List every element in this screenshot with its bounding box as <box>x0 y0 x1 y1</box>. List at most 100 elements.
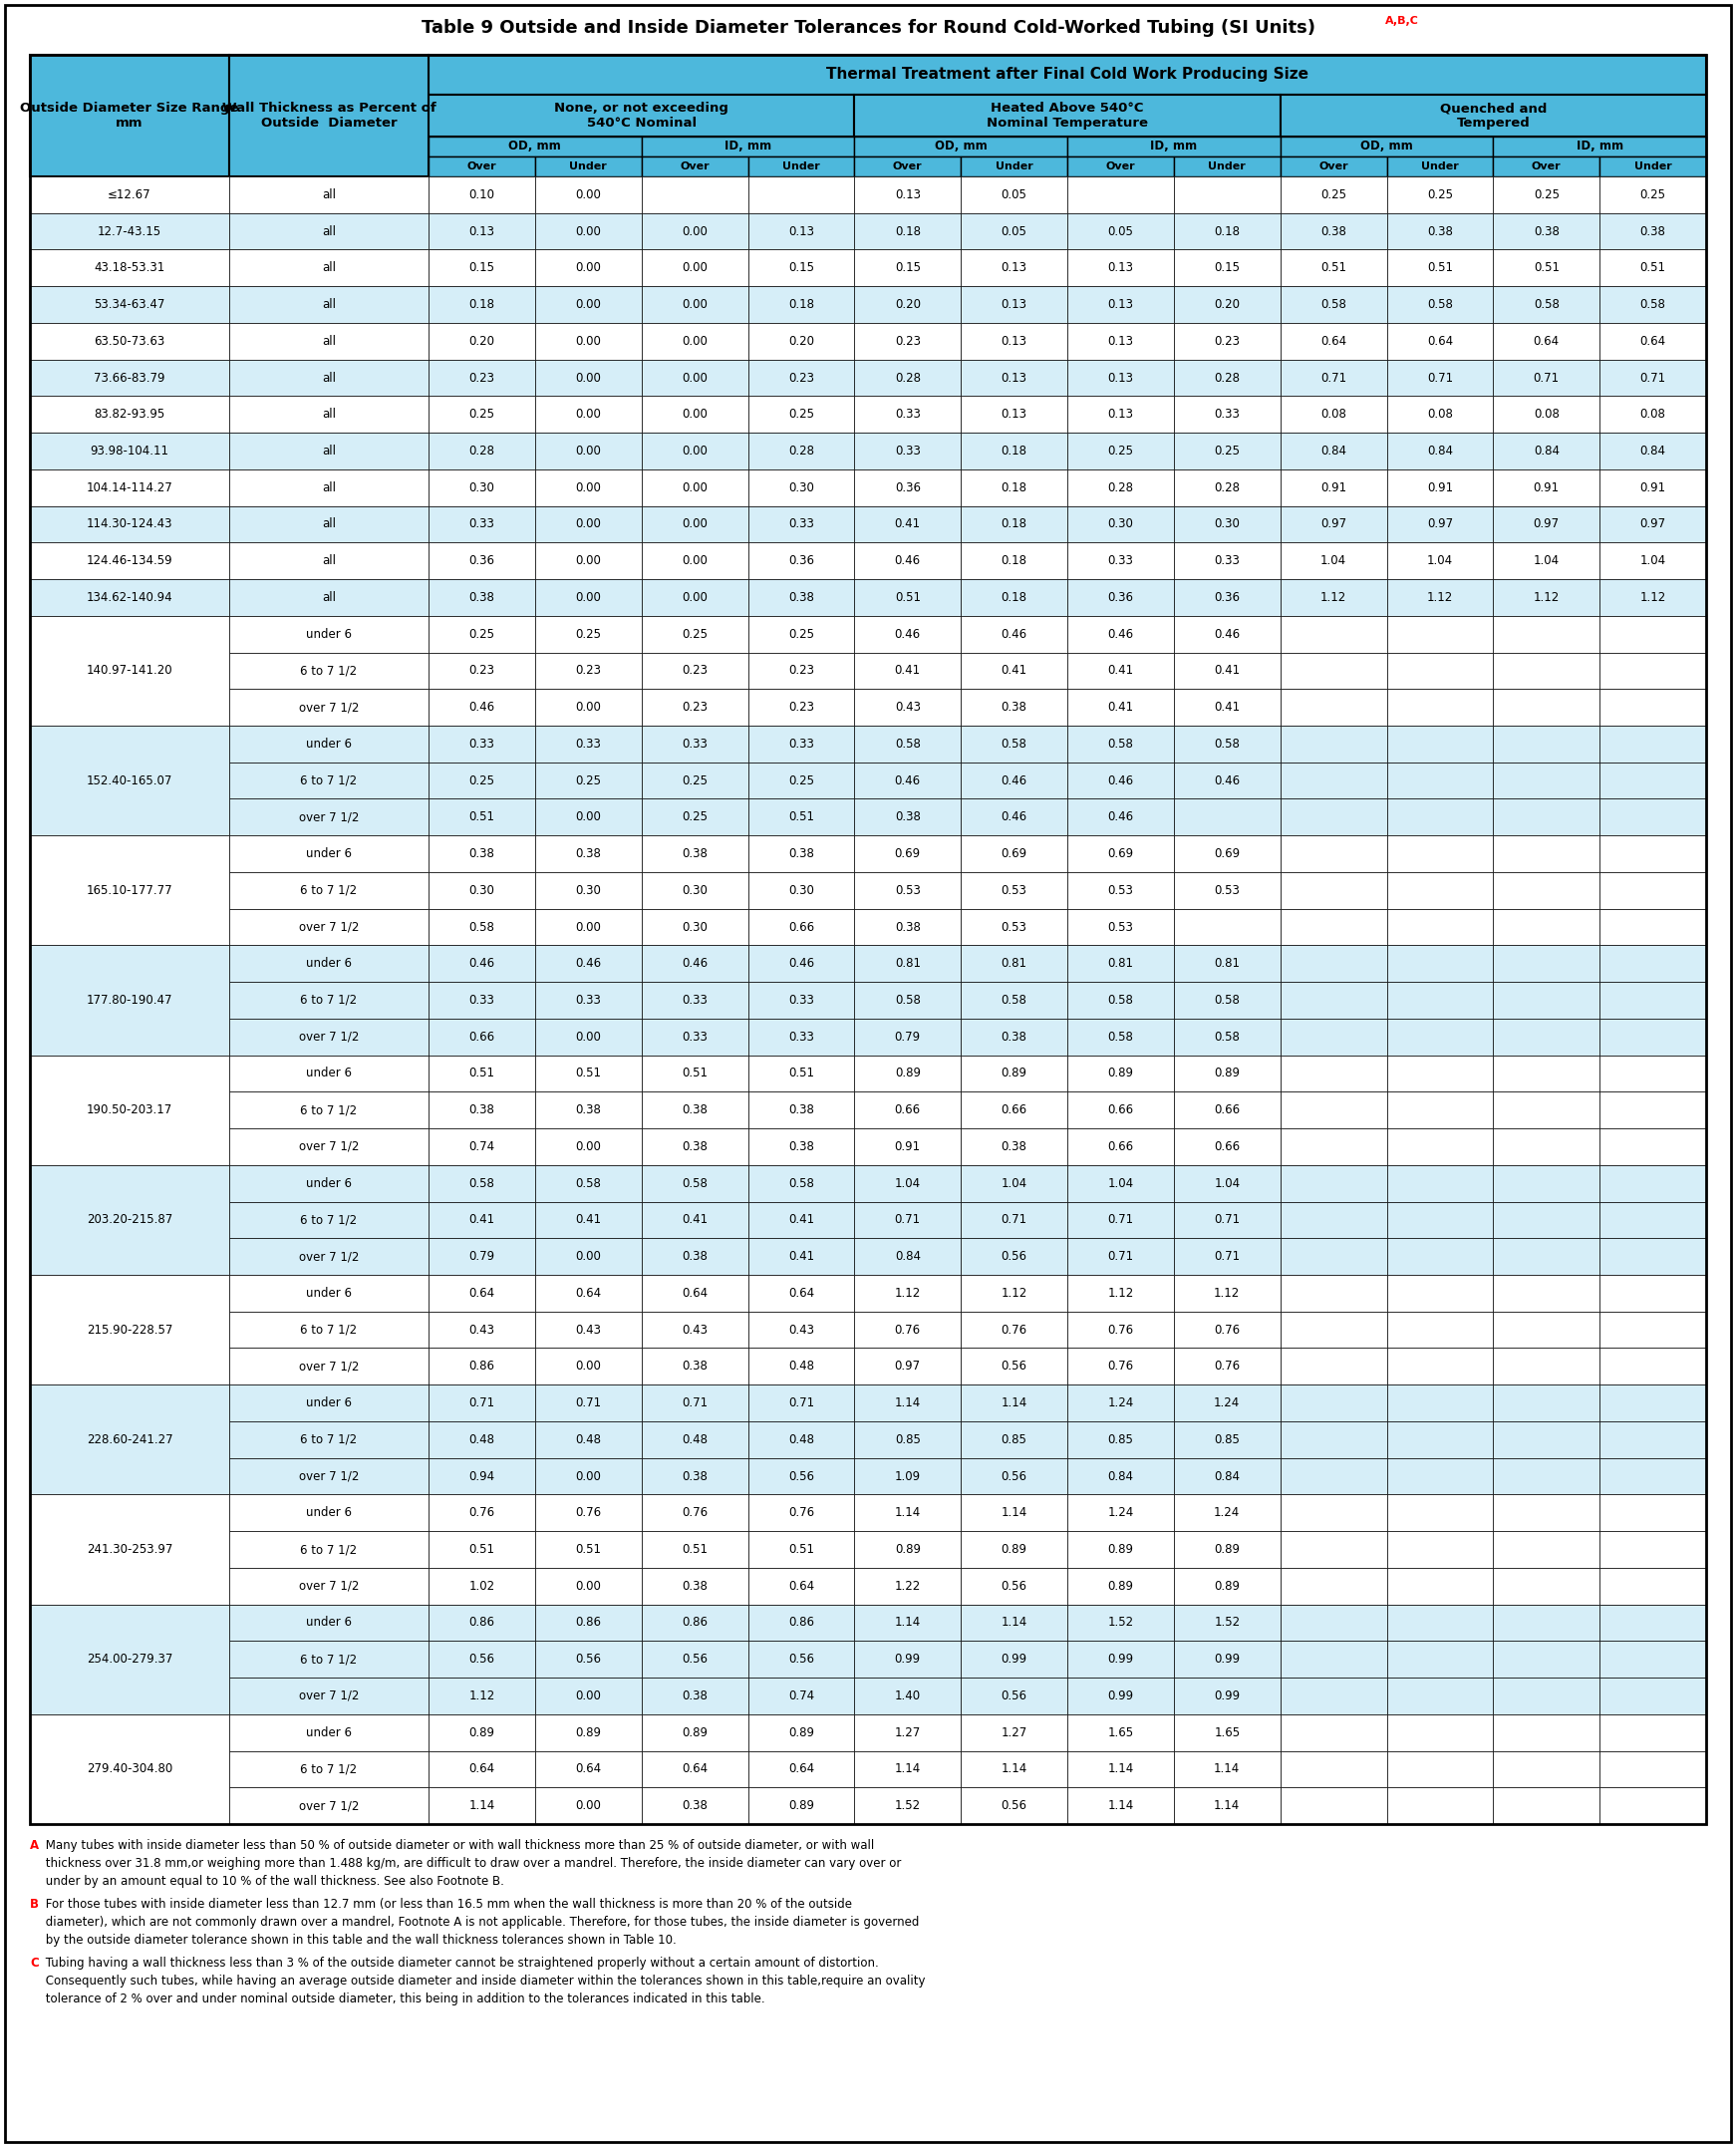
Bar <box>1493 1421 1599 1458</box>
Text: 0.41: 0.41 <box>894 663 920 676</box>
Bar <box>1174 1093 1279 1129</box>
Bar <box>1493 1604 1599 1640</box>
Text: 0.38: 0.38 <box>682 1690 708 1703</box>
Bar <box>1387 507 1493 543</box>
Bar <box>429 1348 535 1385</box>
Text: 0.33: 0.33 <box>788 994 814 1007</box>
Text: 0.33: 0.33 <box>575 736 601 751</box>
Text: 0.64: 0.64 <box>1321 335 1347 348</box>
Bar <box>1279 872 1387 908</box>
Text: 0.46: 0.46 <box>1213 627 1240 640</box>
Bar <box>748 799 854 835</box>
Text: all: all <box>321 189 335 202</box>
Bar <box>1174 1312 1279 1348</box>
Text: Under: Under <box>1208 161 1246 172</box>
Text: B: B <box>30 1898 38 1911</box>
Text: 0.46: 0.46 <box>1002 812 1028 824</box>
Bar <box>1493 726 1599 762</box>
Bar <box>229 580 429 616</box>
Bar <box>1599 1275 1706 1312</box>
Bar <box>1387 1640 1493 1677</box>
Bar <box>1493 1093 1599 1129</box>
Bar <box>1599 835 1706 872</box>
Text: all: all <box>321 225 335 238</box>
Bar <box>748 1677 854 1713</box>
Text: 0.71: 0.71 <box>1108 1213 1134 1226</box>
Bar <box>1279 1458 1387 1494</box>
Bar <box>960 157 1068 176</box>
Bar <box>535 1713 641 1750</box>
Text: 0.64: 0.64 <box>682 1763 708 1776</box>
Bar <box>1174 1202 1279 1239</box>
Bar <box>1493 359 1599 395</box>
Bar <box>1174 945 1279 981</box>
Bar <box>1493 507 1599 543</box>
Text: 0.76: 0.76 <box>1213 1323 1240 1335</box>
Text: 0.36: 0.36 <box>788 554 814 567</box>
Text: 0.18: 0.18 <box>1002 590 1028 603</box>
Text: 1.04: 1.04 <box>1533 554 1559 567</box>
Bar <box>429 322 535 359</box>
Text: 1.02: 1.02 <box>469 1580 495 1593</box>
Text: 0.28: 0.28 <box>469 444 495 457</box>
Bar <box>1174 286 1279 322</box>
Bar <box>748 470 854 507</box>
Text: 0.89: 0.89 <box>1002 1544 1028 1557</box>
Text: Outside Diameter Size Range
mm: Outside Diameter Size Range mm <box>21 101 240 129</box>
Text: 0.85: 0.85 <box>894 1434 920 1447</box>
Text: 254.00-279.37: 254.00-279.37 <box>87 1653 172 1666</box>
Text: 134.62-140.94: 134.62-140.94 <box>87 590 172 603</box>
Bar <box>1174 799 1279 835</box>
Bar <box>748 434 854 470</box>
Text: 0.89: 0.89 <box>894 1544 920 1557</box>
Bar <box>429 799 535 835</box>
Bar <box>641 286 748 322</box>
Text: 0.84: 0.84 <box>1108 1471 1134 1484</box>
Text: 0.38: 0.38 <box>682 1799 708 1812</box>
Text: 0.51: 0.51 <box>575 1067 601 1080</box>
Bar <box>1599 689 1706 726</box>
Bar <box>429 1677 535 1713</box>
Bar <box>748 653 854 689</box>
Bar <box>429 1713 535 1750</box>
Bar <box>1174 1788 1279 1825</box>
Text: 1.14: 1.14 <box>1213 1763 1240 1776</box>
Text: 93.98-104.11: 93.98-104.11 <box>90 444 168 457</box>
Text: ID, mm: ID, mm <box>724 140 771 152</box>
Text: 0.00: 0.00 <box>682 262 708 275</box>
Text: 1.04: 1.04 <box>1427 554 1453 567</box>
Bar <box>854 835 960 872</box>
Bar <box>1279 1093 1387 1129</box>
Bar <box>960 1567 1068 1604</box>
Text: 0.81: 0.81 <box>1213 958 1240 970</box>
Text: 0.25: 0.25 <box>469 408 495 421</box>
Bar <box>748 286 854 322</box>
Bar <box>1599 1788 1706 1825</box>
Bar <box>1493 1458 1599 1494</box>
Text: 0.64: 0.64 <box>788 1763 814 1776</box>
Bar <box>854 1018 960 1054</box>
Bar <box>1599 213 1706 249</box>
Text: Heated Above 540°C
Nominal Temperature: Heated Above 540°C Nominal Temperature <box>986 101 1147 129</box>
Text: 0.69: 0.69 <box>1002 848 1028 861</box>
Bar <box>1387 322 1493 359</box>
Bar <box>1599 1567 1706 1604</box>
Text: 0.51: 0.51 <box>894 590 920 603</box>
Bar <box>641 1421 748 1458</box>
Text: 0.99: 0.99 <box>1002 1653 1028 1666</box>
Bar <box>1387 872 1493 908</box>
Text: 0.56: 0.56 <box>1002 1250 1028 1262</box>
Bar <box>1068 1604 1174 1640</box>
Bar <box>748 249 854 286</box>
Bar <box>960 1166 1068 1202</box>
Bar <box>1068 543 1174 580</box>
Bar <box>1174 1567 1279 1604</box>
Bar <box>854 726 960 762</box>
Bar <box>1068 726 1174 762</box>
Text: 0.08: 0.08 <box>1321 408 1347 421</box>
Text: 0.99: 0.99 <box>1213 1690 1240 1703</box>
Text: 0.38: 0.38 <box>1533 225 1559 238</box>
Bar <box>1599 1604 1706 1640</box>
Text: 0.86: 0.86 <box>575 1617 601 1630</box>
Text: 0.20: 0.20 <box>1213 298 1240 311</box>
